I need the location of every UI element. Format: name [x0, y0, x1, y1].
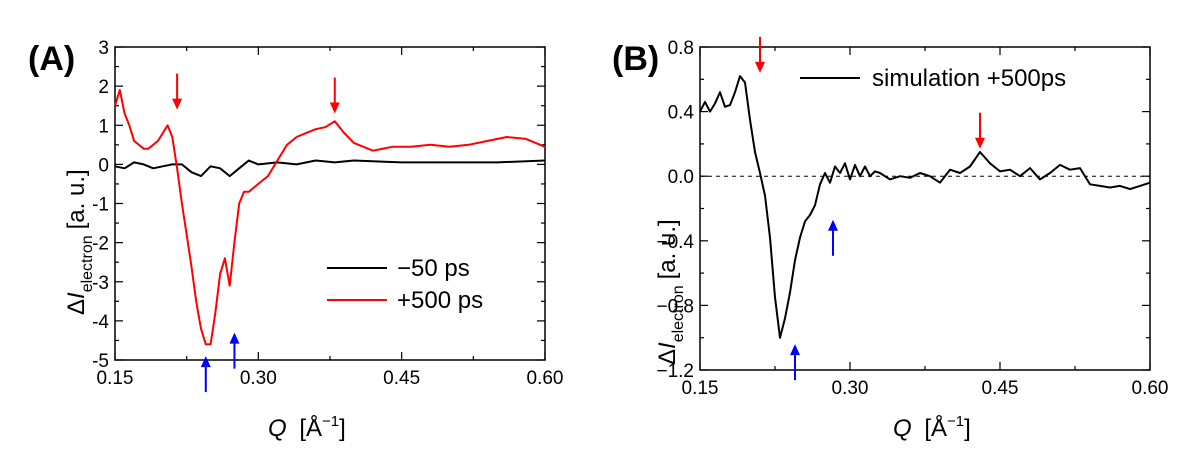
b-y-tick-label: 0.8 — [668, 38, 694, 59]
b-arrow-2-head — [790, 344, 800, 355]
y-axis-unit-a: [a. u.] — [63, 169, 90, 229]
x-axis-close-b: ] — [964, 415, 971, 442]
x-axis-var-a: Q — [268, 415, 287, 442]
y-axis-delta-b: Δ — [654, 349, 681, 365]
x-axis-label-a: Q [Å−1] — [268, 413, 346, 442]
a-x-tick-label: 0.30 — [240, 368, 277, 389]
a-x-tick-label: 0.45 — [383, 368, 420, 389]
a-legend-label-0: −50 ps — [397, 255, 470, 282]
panel-b-label: (B) — [612, 40, 659, 78]
x-axis-close-a: ] — [339, 415, 346, 442]
a-y-tick-label: 0 — [98, 155, 109, 176]
x-axis-unit-a: [Å — [299, 414, 322, 442]
a-y-tick-label: -5 — [92, 351, 109, 372]
a-arrow-0-head — [172, 99, 182, 110]
b-arrow-1 — [975, 113, 985, 149]
b-x-tick-label: 0.45 — [982, 378, 1019, 399]
a-y-tick-label: 2 — [98, 77, 109, 98]
x-axis-var-b: Q — [893, 415, 912, 442]
x-axis-unit-b: [Å — [924, 414, 947, 442]
y-axis-unit-b: [a. u.] — [654, 219, 681, 279]
b-series-0-line — [700, 76, 1150, 338]
a-y-tick-label: 3 — [98, 38, 109, 59]
b-arrow-3-head — [828, 220, 838, 231]
x-axis-sup-b: −1 — [947, 413, 964, 430]
a-x-tick-label: 0.60 — [527, 368, 564, 389]
b-x-tick-label: 0.60 — [1132, 378, 1169, 399]
b-arrow-0 — [755, 37, 765, 73]
b-y-tick-label: 0.0 — [668, 167, 694, 188]
y-axis-sub-a: electron — [79, 235, 96, 292]
b-x-tick-label: 0.30 — [832, 378, 869, 399]
a-arrow-0 — [172, 74, 182, 110]
a-arrow-3-head — [229, 333, 239, 344]
b-arrow-1-head — [975, 138, 985, 149]
b-y-tick-label: 0.4 — [668, 103, 695, 124]
y-axis-sub-b: electron — [670, 285, 687, 342]
a-arrow-2 — [201, 356, 211, 392]
a-legend-label-1: +500 ps — [397, 287, 483, 314]
a-arrow-3 — [229, 333, 239, 369]
b-legend-label-0: simulation +500ps — [872, 65, 1066, 92]
panel-a-label: (A) — [28, 40, 75, 78]
a-y-tick-label: -4 — [92, 312, 109, 333]
x-axis-sup-a: −1 — [322, 413, 339, 430]
a-series-0-line — [115, 161, 545, 177]
b-arrow-2 — [790, 344, 800, 380]
a-y-tick-label: 1 — [98, 116, 109, 137]
x-axis-label-b: Q [Å−1] — [893, 413, 971, 442]
figure: (A) (B) 0.15 0.30 0.45 0.603210-1-2-3-4-5−5… — [0, 0, 1200, 475]
a-arrow-1-head — [330, 103, 340, 114]
a-arrow-2-head — [201, 356, 211, 367]
b-arrow-3 — [828, 220, 838, 256]
b-arrow-0-head — [755, 62, 765, 73]
y-axis-label-a: ΔIelectron[a. u.] — [63, 169, 96, 315]
y-axis-delta-a: Δ — [63, 299, 90, 315]
a-arrow-1 — [330, 78, 340, 114]
chart-b: 0.15 0.30 0.45 0.600.80.40.0−0.4−0.8−1.2sim… — [656, 37, 1168, 399]
a-y-tick-label: -1 — [92, 195, 109, 216]
